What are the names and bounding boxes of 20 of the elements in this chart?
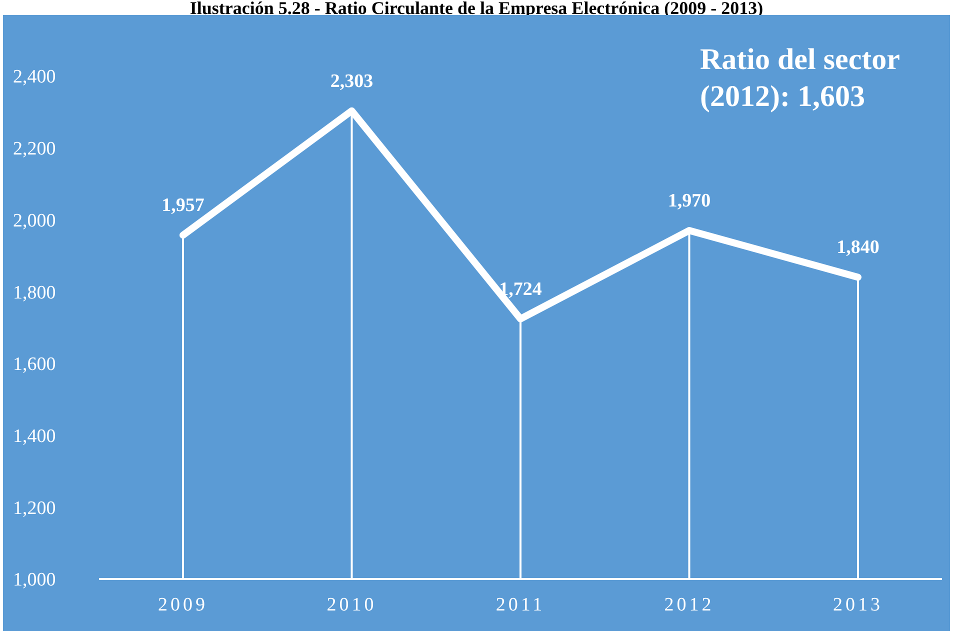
y-tick-label: 1,600 xyxy=(13,354,56,376)
y-tick-label: 1,200 xyxy=(13,498,56,519)
data-label: 1,970 xyxy=(668,190,711,212)
y-tick-label: 1,400 xyxy=(13,426,56,448)
data-label: 1,840 xyxy=(836,237,880,258)
y-tick-label: 2,200 xyxy=(13,138,56,160)
y-tick-label: 2,000 xyxy=(13,210,56,232)
x-tick-label: 2012 xyxy=(664,594,714,616)
annotation: Ratio del sector (2012): 1,603 xyxy=(700,42,900,115)
data-label: 2,303 xyxy=(330,70,374,92)
y-tick-label: 2,400 xyxy=(13,66,56,88)
data-label: 1,724 xyxy=(499,278,542,300)
y-tick-label: 1,000 xyxy=(13,570,56,591)
x-tick-label: 2009 xyxy=(158,594,208,616)
chart-title: Ilustración 5.28 - Ratio Circulante de la Empresa Electrónica (2009 - 2013) xyxy=(188,0,764,18)
data-label: 1,957 xyxy=(162,195,205,216)
x-tick-label: 2013 xyxy=(833,594,883,616)
x-tick-label: 2011 xyxy=(496,594,546,616)
y-tick-label: 1,800 xyxy=(13,282,56,304)
x-tick-label: 2010 xyxy=(326,594,377,616)
